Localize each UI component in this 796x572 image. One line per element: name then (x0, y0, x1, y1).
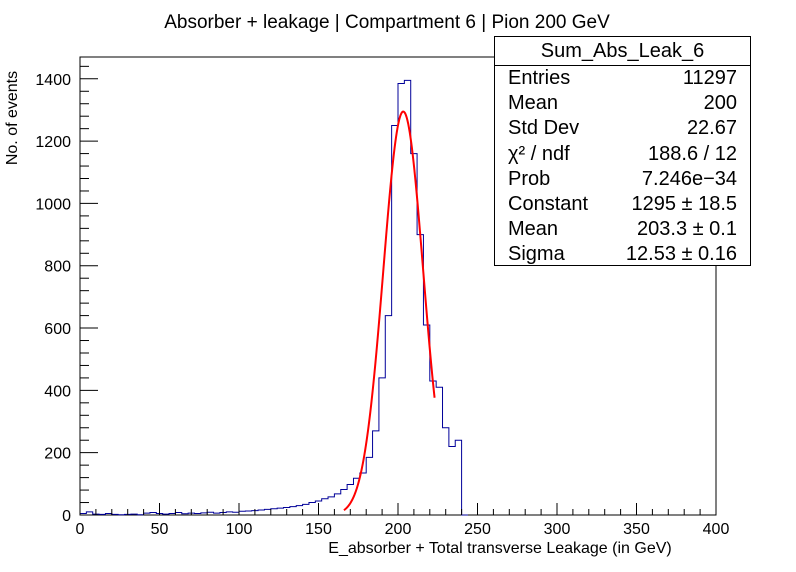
y-tick-label: 400 (44, 383, 71, 400)
stats-row-mean: Mean 200 (495, 91, 750, 116)
histogram-bin (290, 507, 296, 515)
stats-value: 12.53 ± 0.16 (625, 243, 737, 266)
histogram-bin (436, 387, 442, 515)
histogram-bin (449, 446, 455, 515)
stats-label: Mean (508, 92, 559, 115)
stats-row-entries: Entries 11297 (495, 66, 750, 91)
histogram-bin (411, 154, 417, 515)
x-tick-label: 150 (305, 521, 332, 538)
stats-title: Sum_Abs_Leak_6 (495, 37, 750, 66)
stats-row-std-dev: Std Dev 22.67 (495, 116, 750, 141)
y-axis-label: No. of events (4, 71, 21, 165)
stats-row-chi2-ndf: χ² / ndf 188.6 / 12 (495, 142, 750, 167)
histogram-bin (443, 428, 449, 515)
histogram-bin (328, 497, 334, 515)
histogram-bin (334, 494, 340, 515)
stats-value: 1295 ± 18.5 (631, 192, 737, 215)
stats-value: 7.246e−34 (641, 167, 737, 190)
y-tick-label: 0 (62, 508, 71, 525)
histogram-bin (404, 80, 410, 515)
histogram-bin (264, 509, 270, 515)
histogram-bin (385, 316, 391, 515)
stats-label: Std Dev (508, 117, 580, 140)
y-tick-label: 1200 (35, 134, 71, 151)
histogram-bin (245, 511, 251, 515)
stats-value: 203.3 ± 0.1 (637, 218, 737, 241)
x-tick-label: 400 (703, 521, 730, 538)
stats-label: Entries (508, 67, 571, 89)
y-tick-label: 200 (44, 446, 71, 463)
histogram-bin (398, 83, 404, 515)
stats-row-fit-mean: Mean 203.3 ± 0.1 (495, 217, 750, 242)
histogram-bin (303, 504, 309, 515)
stats-label: Constant (508, 192, 589, 215)
y-axis: 0 200 400 600 800 1000 1200 1400 (35, 65, 98, 525)
histogram-bin (455, 440, 461, 515)
x-tick-label: 50 (151, 521, 169, 538)
histogram-bin (239, 511, 245, 515)
stats-label: Prob (508, 167, 551, 190)
histogram-bin (379, 378, 385, 515)
gaussian-fit-curve (343, 110, 436, 511)
histogram-bin (373, 431, 379, 515)
stats-label: Mean (508, 218, 559, 241)
x-axis-label: E_absorber + Total transverse Leakage (i… (328, 540, 671, 557)
y-tick-label: 1000 (35, 196, 71, 213)
histogram-bin (417, 235, 423, 515)
histogram-bin (322, 499, 328, 515)
chart-title: Absorber + leakage | Compartment 6 | Pio… (164, 12, 610, 33)
stats-row-prob: Prob 7.246e−34 (495, 167, 750, 192)
stats-value: 11297 (682, 67, 737, 89)
x-tick-label: 100 (226, 521, 253, 538)
stats-row-constant: Constant 1295 ± 18.5 (495, 192, 750, 217)
y-tick-label: 600 (44, 321, 71, 338)
x-tick-label: 350 (623, 521, 650, 538)
histogram-bin (366, 457, 372, 515)
y-tick-label: 800 (44, 259, 71, 276)
histogram-outline (79, 79, 468, 516)
stats-label: χ² / ndf (508, 142, 570, 165)
histogram-bin (309, 503, 315, 515)
histogram-bin (430, 381, 436, 515)
x-axis: 0 50 100 150 200 250 300 350 400 (76, 503, 730, 538)
histogram-bin (392, 126, 398, 515)
x-tick-label: 200 (385, 521, 412, 538)
stats-value: 200 (703, 92, 737, 115)
stats-value: 22.67 (686, 117, 737, 140)
histogram-bin (271, 509, 277, 515)
stats-box: Sum_Abs_Leak_6 Entries 11297 Mean 200 St… (494, 36, 751, 266)
histogram-bin (258, 510, 264, 515)
y-tick-label: 1400 (35, 72, 71, 89)
histogram-bin (277, 508, 283, 515)
histogram-bars (79, 79, 468, 516)
x-tick-label: 0 (76, 521, 85, 538)
stats-row-sigma: Sigma 12.53 ± 0.16 (495, 242, 750, 267)
x-tick-label: 250 (464, 521, 491, 538)
histogram-bin (341, 489, 347, 515)
stats-label: Sigma (508, 243, 565, 266)
stats-value: 188.6 / 12 (648, 142, 737, 165)
x-tick-label: 300 (544, 521, 571, 538)
histogram-bin (360, 473, 366, 515)
histogram-bin (423, 325, 429, 515)
histogram-bin (296, 506, 302, 515)
